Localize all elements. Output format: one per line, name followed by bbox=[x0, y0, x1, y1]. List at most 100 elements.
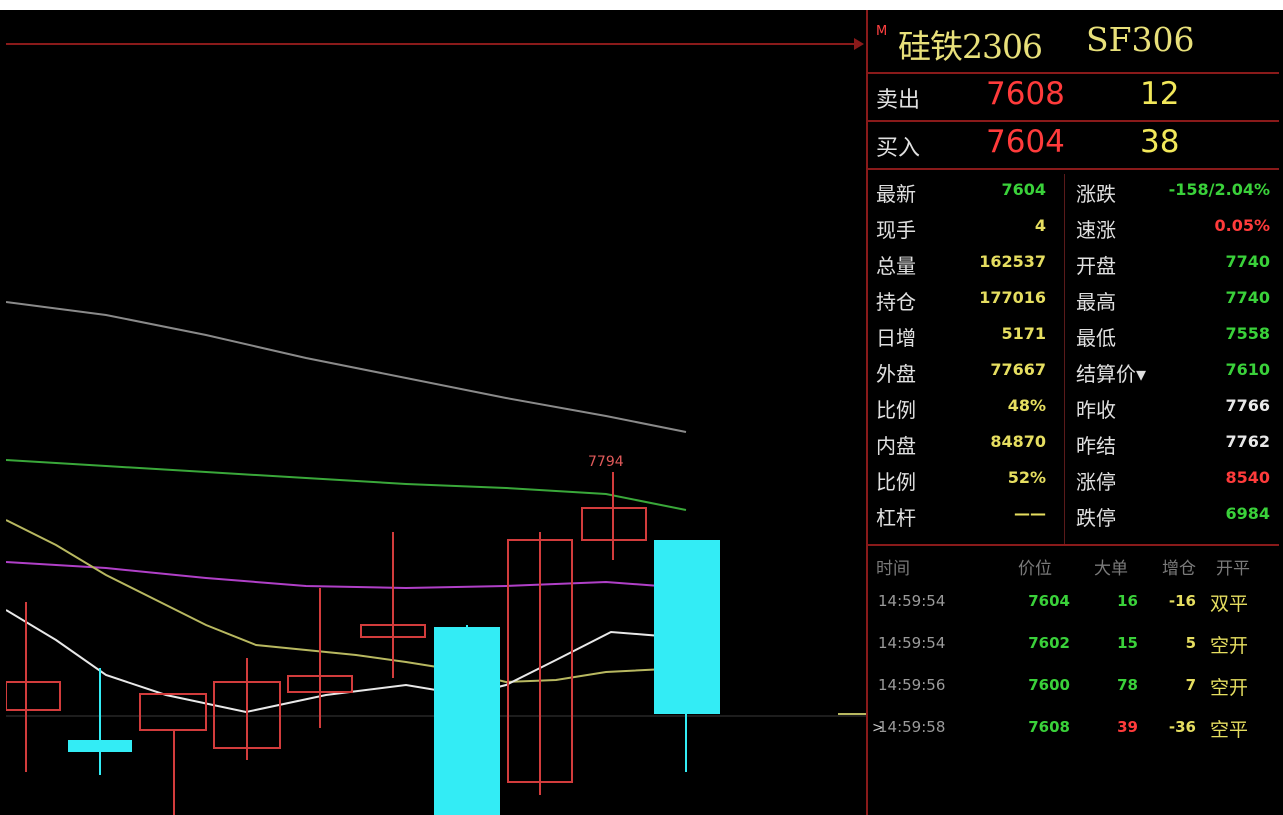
latest-indicator: > bbox=[872, 720, 884, 736]
stats-table: 最新 7604 涨跌 -158/2.04% 现手 4 速涨 0.05% 总量 1… bbox=[868, 174, 1279, 546]
stats-divider bbox=[1064, 174, 1065, 544]
stat-label: 外盘 bbox=[876, 362, 916, 386]
trade-price: 7604 bbox=[1028, 592, 1070, 610]
stat-value: 7610 bbox=[1225, 360, 1270, 379]
trade-price: 7608 bbox=[1028, 718, 1070, 736]
stat-value: 77667 bbox=[990, 360, 1046, 379]
trade-row[interactable]: 14:59:56 7600 78 7 空开 bbox=[868, 668, 1279, 708]
stat-row: 日增 5171 最低 7558 bbox=[868, 318, 1279, 352]
stat-value: 52% bbox=[1007, 468, 1046, 487]
stat-value: -158/2.04% bbox=[1168, 180, 1270, 199]
ask-label: 卖出 bbox=[876, 88, 921, 113]
stat-value: 7558 bbox=[1225, 324, 1270, 343]
settlement-dropdown[interactable]: 结算价▾ bbox=[1076, 362, 1147, 386]
trade-time: 14:59:54 bbox=[878, 592, 946, 610]
stat-value: 8540 bbox=[1225, 468, 1270, 487]
stat-label: 现手 bbox=[876, 218, 916, 242]
trade-type: 空平 bbox=[1210, 719, 1249, 741]
stat-value: 7766 bbox=[1225, 396, 1270, 415]
candle[interactable] bbox=[581, 472, 647, 560]
candle[interactable] bbox=[68, 668, 132, 775]
candle[interactable] bbox=[654, 540, 720, 772]
trade-type: 空开 bbox=[1210, 677, 1249, 699]
stat-label: 开盘 bbox=[1076, 254, 1116, 278]
stat-label: 比例 bbox=[876, 470, 916, 494]
trade-oi-change: 7 bbox=[1185, 676, 1196, 694]
stat-label: 杠杆 bbox=[876, 506, 916, 530]
stat-row: 持仓 177016 最高 7740 bbox=[868, 282, 1279, 316]
trade-row[interactable]: > 14:59:58 7608 39 -36 空平 bbox=[868, 710, 1279, 750]
candle[interactable] bbox=[507, 532, 573, 795]
trade-big-order: 15 bbox=[1117, 634, 1138, 652]
stat-value: 7762 bbox=[1225, 432, 1270, 451]
stat-row: 比例 52% 涨停 8540 bbox=[868, 462, 1279, 496]
stat-value: 48% bbox=[1007, 396, 1046, 415]
trade-ticker[interactable]: 时间 价位 大单 增仓 开平 14:59:54 7604 16 -16 双平 1… bbox=[868, 550, 1279, 815]
stat-value: 162537 bbox=[979, 252, 1046, 271]
header-price: 价位 bbox=[1018, 559, 1052, 579]
trade-big-order: 39 bbox=[1117, 718, 1138, 736]
stat-value: 177016 bbox=[979, 288, 1046, 307]
trade-row[interactable]: 14:59:54 7604 16 -16 双平 bbox=[868, 584, 1279, 624]
stat-label: 最新 bbox=[876, 182, 916, 206]
stat-label: 比例 bbox=[876, 398, 916, 422]
stat-label: 日增 bbox=[876, 326, 916, 350]
header-open-close: 开平 bbox=[1216, 559, 1250, 579]
header-big-order: 大单 bbox=[1094, 559, 1128, 579]
stat-label: 内盘 bbox=[876, 434, 916, 458]
stat-row: 比例 48% 昨收 7766 bbox=[868, 390, 1279, 424]
candle[interactable] bbox=[139, 693, 207, 815]
reference-marker-icon bbox=[854, 38, 864, 50]
trade-price: 7602 bbox=[1028, 634, 1070, 652]
stat-row: 总量 162537 开盘 7740 bbox=[868, 246, 1279, 280]
candle[interactable] bbox=[287, 588, 353, 728]
trade-type: 空开 bbox=[1210, 635, 1249, 657]
bid-row[interactable]: 买入 7604 38 bbox=[868, 122, 1279, 170]
ma-line-gray bbox=[6, 301, 687, 433]
instrument-header: M 硅铁2306 SF306 bbox=[868, 10, 1279, 74]
market-marker: M bbox=[876, 24, 888, 39]
ask-row[interactable]: 卖出 7608 12 bbox=[868, 74, 1279, 122]
trade-time: 14:59:54 bbox=[878, 634, 946, 652]
candlestick-chart[interactable]: 7794 bbox=[6, 10, 866, 815]
stat-row: 杠杆 —— 跌停 6984 bbox=[868, 498, 1279, 532]
stat-label: 昨收 bbox=[1076, 398, 1116, 422]
bid-volume: 38 bbox=[1140, 124, 1180, 160]
stat-value: —— bbox=[1014, 504, 1046, 523]
trade-header: 时间 价位 大单 增仓 开平 bbox=[868, 550, 1279, 580]
ma-line-white bbox=[6, 609, 687, 714]
stat-label: 最低 bbox=[1076, 326, 1116, 350]
stat-label: 持仓 bbox=[876, 290, 916, 314]
stat-value: 7604 bbox=[1001, 180, 1046, 199]
stat-value: 5171 bbox=[1001, 324, 1046, 343]
stat-value: 7740 bbox=[1225, 252, 1270, 271]
stat-value: 7740 bbox=[1225, 288, 1270, 307]
stat-row: 最新 7604 涨跌 -158/2.04% bbox=[868, 174, 1279, 208]
candle[interactable] bbox=[360, 532, 426, 678]
trade-price: 7600 bbox=[1028, 676, 1070, 694]
instrument-name[interactable]: 硅铁2306 bbox=[898, 27, 1043, 66]
trade-type: 双平 bbox=[1210, 593, 1249, 615]
stat-value: 4 bbox=[1034, 216, 1046, 235]
stat-row: 内盘 84870 昨结 7762 bbox=[868, 426, 1279, 460]
high-price-label: 7794 bbox=[588, 454, 624, 470]
quote-panel: M 硅铁2306 SF306 卖出 7608 12 买入 7604 38 最新 … bbox=[866, 10, 1279, 815]
candle[interactable] bbox=[6, 602, 61, 772]
candle[interactable] bbox=[213, 658, 281, 760]
instrument-code[interactable]: SF306 bbox=[1086, 20, 1195, 59]
header-open-interest: 增仓 bbox=[1162, 559, 1196, 579]
trade-oi-change: -16 bbox=[1168, 592, 1196, 610]
bid-price: 7604 bbox=[986, 124, 1065, 160]
stat-row: 现手 4 速涨 0.05% bbox=[868, 210, 1279, 244]
stat-value: 6984 bbox=[1225, 504, 1270, 523]
stat-label: 最高 bbox=[1076, 290, 1116, 314]
ma-line-purple bbox=[6, 561, 687, 590]
window-top-edge bbox=[0, 0, 1283, 10]
stat-label: 速涨 bbox=[1076, 218, 1116, 242]
ask-volume: 12 bbox=[1140, 76, 1180, 112]
trade-row[interactable]: 14:59:54 7602 15 5 空开 bbox=[868, 626, 1279, 666]
stat-label: 涨跌 bbox=[1076, 182, 1116, 206]
trade-big-order: 78 bbox=[1117, 676, 1138, 694]
candle[interactable] bbox=[434, 625, 500, 815]
stat-label: 涨停 bbox=[1076, 470, 1116, 494]
